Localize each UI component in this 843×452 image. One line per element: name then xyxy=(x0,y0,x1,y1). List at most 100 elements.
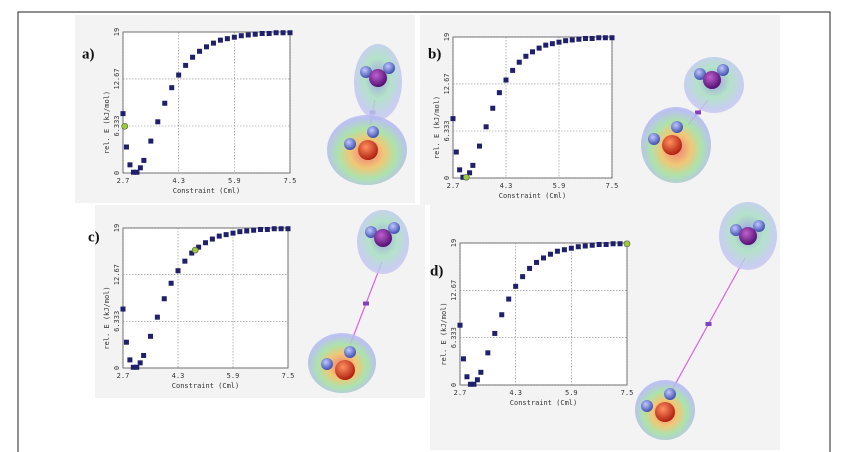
highlight-point xyxy=(463,174,469,180)
data-point xyxy=(461,356,466,361)
data-point xyxy=(490,106,495,111)
data-point xyxy=(603,35,608,40)
data-point xyxy=(513,284,518,289)
data-point xyxy=(523,54,528,59)
data-point xyxy=(583,243,588,248)
nitrogen-atom xyxy=(703,71,721,89)
hydrogen-atom xyxy=(344,346,356,358)
data-point xyxy=(470,163,475,168)
y-tick-label: 12.67 xyxy=(450,280,458,301)
x-axis-label: Constraint (Cml) xyxy=(172,382,239,390)
x-tick-label: 5.9 xyxy=(553,182,566,190)
y-tick-label: 6.333 xyxy=(113,115,121,136)
data-point xyxy=(124,145,129,150)
hydrogen-atom xyxy=(321,358,333,370)
y-tick-label: 0 xyxy=(443,176,451,180)
x-axis-label: Constraint (Cml) xyxy=(173,187,240,195)
data-point xyxy=(492,331,497,336)
y-tick-label: 6.333 xyxy=(450,327,458,348)
y-tick-label: 0 xyxy=(113,171,121,175)
data-point xyxy=(274,30,279,35)
y-tick-label: 12.67 xyxy=(113,68,121,89)
x-tick-label: 7.5 xyxy=(621,389,634,397)
data-point xyxy=(475,377,480,382)
x-tick-label: 5.9 xyxy=(227,372,240,380)
data-point xyxy=(517,60,522,65)
x-axis-label: Constraint (Cml) xyxy=(499,192,566,200)
data-point xyxy=(127,162,132,167)
data-point xyxy=(224,232,229,237)
data-point xyxy=(244,228,249,233)
data-point xyxy=(272,226,277,231)
hydrogen-atom xyxy=(648,133,660,145)
y-tick-label: 19 xyxy=(113,28,121,36)
data-point xyxy=(548,252,553,257)
nitrogen-atom xyxy=(739,227,757,245)
data-point xyxy=(121,307,126,312)
data-point xyxy=(237,229,242,234)
data-point xyxy=(537,46,542,51)
y-tick-label: 19 xyxy=(450,239,458,247)
data-point xyxy=(610,35,615,40)
data-point xyxy=(225,36,230,41)
y-axis-label: rel. E (kJ/mol) xyxy=(103,91,111,154)
data-point xyxy=(534,260,539,265)
data-point xyxy=(138,165,143,170)
data-point xyxy=(127,357,132,362)
nitrogen-atom xyxy=(374,229,392,247)
data-point xyxy=(253,32,258,37)
data-point xyxy=(530,49,535,54)
y-axis-label: rel. E (kJ/mol) xyxy=(103,286,111,349)
data-point xyxy=(604,242,609,247)
y-tick-label: 19 xyxy=(443,33,451,41)
data-point xyxy=(124,340,129,345)
plot-area xyxy=(460,243,627,385)
x-tick-label: 2.7 xyxy=(117,177,130,185)
data-point xyxy=(563,38,568,43)
x-tick-label: 4.3 xyxy=(172,177,185,185)
data-point xyxy=(596,35,601,40)
nitrogen-atom xyxy=(369,69,387,87)
link-marker xyxy=(363,302,369,306)
data-point xyxy=(583,36,588,41)
data-point xyxy=(457,167,462,172)
data-point xyxy=(471,382,476,387)
panel-label: c) xyxy=(88,229,100,245)
data-point xyxy=(246,32,251,37)
data-point xyxy=(477,144,482,149)
data-point xyxy=(138,360,143,365)
data-point xyxy=(569,246,574,251)
data-point xyxy=(497,90,502,95)
data-point xyxy=(458,323,463,328)
y-tick-label: 19 xyxy=(113,224,121,232)
hydrogen-atom xyxy=(671,121,683,133)
plot-area xyxy=(123,228,288,368)
data-point xyxy=(576,37,581,42)
data-point xyxy=(267,31,272,36)
data-point xyxy=(279,226,284,231)
x-tick-label: 7.5 xyxy=(284,177,297,185)
data-point xyxy=(485,350,490,355)
data-point xyxy=(155,119,160,124)
y-axis-label: rel. E (kJ/mol) xyxy=(440,302,448,365)
data-point xyxy=(550,41,555,46)
data-point xyxy=(211,41,216,46)
plot-area xyxy=(123,32,290,173)
y-tick-label: 12.67 xyxy=(443,73,451,94)
data-point xyxy=(478,370,483,375)
data-point xyxy=(611,241,616,246)
data-point xyxy=(251,228,256,233)
data-point xyxy=(543,43,548,48)
data-point xyxy=(520,274,525,279)
hydrogen-atom xyxy=(664,388,676,400)
y-tick-label: 6.333 xyxy=(113,311,121,332)
highlight-point xyxy=(192,247,198,253)
data-point xyxy=(121,111,126,116)
y-tick-label: 12.67 xyxy=(113,264,121,285)
data-point xyxy=(176,73,181,78)
data-point xyxy=(541,255,546,260)
data-point xyxy=(576,244,581,249)
data-point xyxy=(162,101,167,106)
x-tick-label: 4.3 xyxy=(172,372,185,380)
oxygen-atom xyxy=(662,135,682,155)
